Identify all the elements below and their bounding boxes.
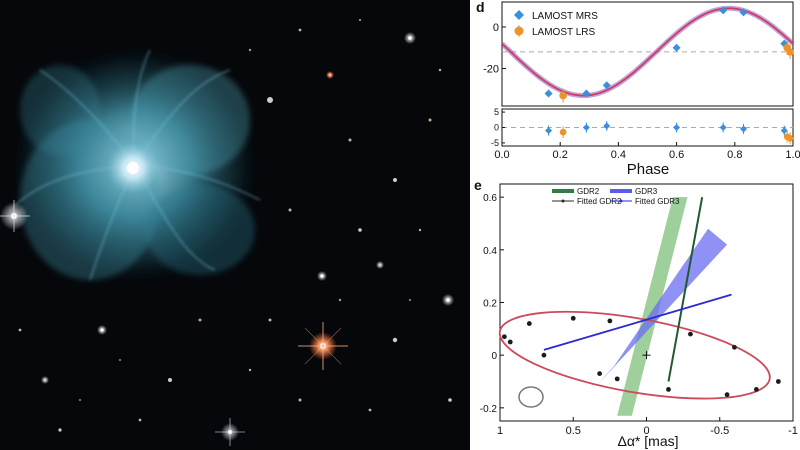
- panel-e-xtick-label: 1: [497, 425, 503, 437]
- orbit-ellipse: [498, 310, 771, 400]
- legend-gdr2-label: GDR2: [577, 187, 600, 196]
- orbit-point: [775, 379, 781, 384]
- orbit-point: [724, 392, 730, 398]
- nebula-photo: [0, 19, 454, 446]
- panel-e-xtick-label: -0.5: [710, 425, 729, 437]
- legend-lrs-label: LAMOST LRS: [532, 27, 595, 38]
- panel-e-ytick-label: -0.2: [480, 404, 498, 415]
- panel-d-ytick-label: 0: [493, 22, 499, 34]
- lrs-residual-point: [786, 134, 794, 142]
- panel-d-label: d: [476, 0, 485, 15]
- mrs-point: [780, 39, 789, 48]
- panel-d-resid-ytick-label: -5: [491, 138, 499, 148]
- beam-icon: [518, 386, 544, 408]
- panel-e-ytick-label: 0.2: [483, 299, 497, 310]
- panel-e-xtick-label: 0: [643, 425, 649, 437]
- orbit-point: [732, 344, 737, 350]
- mrs-point: [719, 6, 728, 15]
- orbit-point: [526, 321, 532, 326]
- charts-panel: d 0.0 0.2 0.4 0.6 0.8 1.0 0 -20 5 0 -5 Phase LAMOS…: [470, 0, 800, 450]
- panel-d-xtick-label: 0.4: [611, 149, 626, 161]
- panel-d-resid-ytick-label: 5: [494, 107, 499, 117]
- panel-d-ytick-label: -20: [483, 64, 499, 76]
- panel-e-xlabel: Δα* [mas]: [617, 433, 678, 449]
- orbit-point: [607, 318, 613, 324]
- mrs-point: [544, 89, 553, 98]
- legend-mrs-marker: [514, 10, 524, 20]
- orbit-point: [614, 376, 620, 382]
- mrs-residual-point: [740, 125, 748, 133]
- gdr2-band: [617, 197, 688, 416]
- star-field: [0, 19, 454, 446]
- lrs-point: [786, 48, 794, 56]
- legend-fit-gdr3-label: Fitted GDR3: [635, 197, 680, 206]
- panel-d-legend: LAMOST MRS LAMOST LRS: [514, 10, 598, 38]
- panel-e-xtick-label: -1: [788, 425, 798, 437]
- mrs-residual-point: [545, 127, 553, 135]
- panel-e-ytick-label: 0.6: [483, 193, 497, 204]
- panel-e-xtick-label: 0.5: [566, 425, 581, 437]
- mrs-residual-point: [780, 127, 788, 135]
- panel-d-resid-ytick-label: 0: [494, 123, 499, 133]
- mrs-point: [582, 89, 591, 98]
- panel-e-legend: GDR2 GDR3 Fitted GDR2 Fitted GDR3: [552, 187, 680, 206]
- mrs-residual-point: [603, 122, 611, 130]
- fitted-gdr3-line: [543, 293, 732, 351]
- orbit-point: [597, 371, 603, 376]
- gdr3-band: [598, 228, 728, 385]
- legend-mrs-label: LAMOST MRS: [532, 11, 598, 22]
- panel-d-xtick-label: 0.2: [553, 149, 568, 161]
- panel-d-xtick-label: 0.0: [494, 149, 509, 161]
- orbit-point: [541, 352, 547, 358]
- panel-d-xtick-label: 0.8: [727, 149, 742, 161]
- mrs-point: [739, 8, 748, 17]
- panel-d-xlabel: Phase: [627, 161, 670, 178]
- panel-d-xtick-label: 1.0: [785, 149, 800, 161]
- lrs-point: [559, 91, 567, 100]
- orbit-point: [507, 339, 513, 345]
- lrs-residual-point: [559, 128, 567, 136]
- mrs-residual-point: [719, 124, 727, 131]
- mrs-point: [602, 81, 611, 90]
- mrs-point: [672, 43, 681, 52]
- panel-d-chart: d 0.0 0.2 0.4 0.6 0.8 1.0 0 -20 5 0 -5 Phase LAMOS…: [476, 0, 800, 178]
- mrs-residual-point: [673, 124, 681, 131]
- legend-gdr3-label: GDR3: [635, 187, 658, 196]
- orbit-point: [501, 334, 507, 340]
- panel-e-ytick-label: 0.4: [483, 246, 497, 257]
- panel-e-label: e: [474, 178, 482, 193]
- panel-d-xtick-label: 0.6: [669, 149, 684, 161]
- orbit-point: [688, 331, 693, 337]
- fitted-gdr2-line: [667, 196, 704, 382]
- orbit-point: [666, 387, 671, 392]
- panel-e-chart: e 1 0.5 0 -0.5 -1 0.6 0.4 0.2 0 -0.2 Δα* [mas] GD…: [474, 178, 798, 449]
- orbit-point: [753, 387, 759, 392]
- mrs-residual-point: [582, 124, 590, 131]
- orbit-point: [570, 315, 576, 321]
- panel-e-ytick-label: 0: [491, 351, 497, 362]
- legend-fit-gdr2-label: Fitted GDR2: [577, 197, 622, 206]
